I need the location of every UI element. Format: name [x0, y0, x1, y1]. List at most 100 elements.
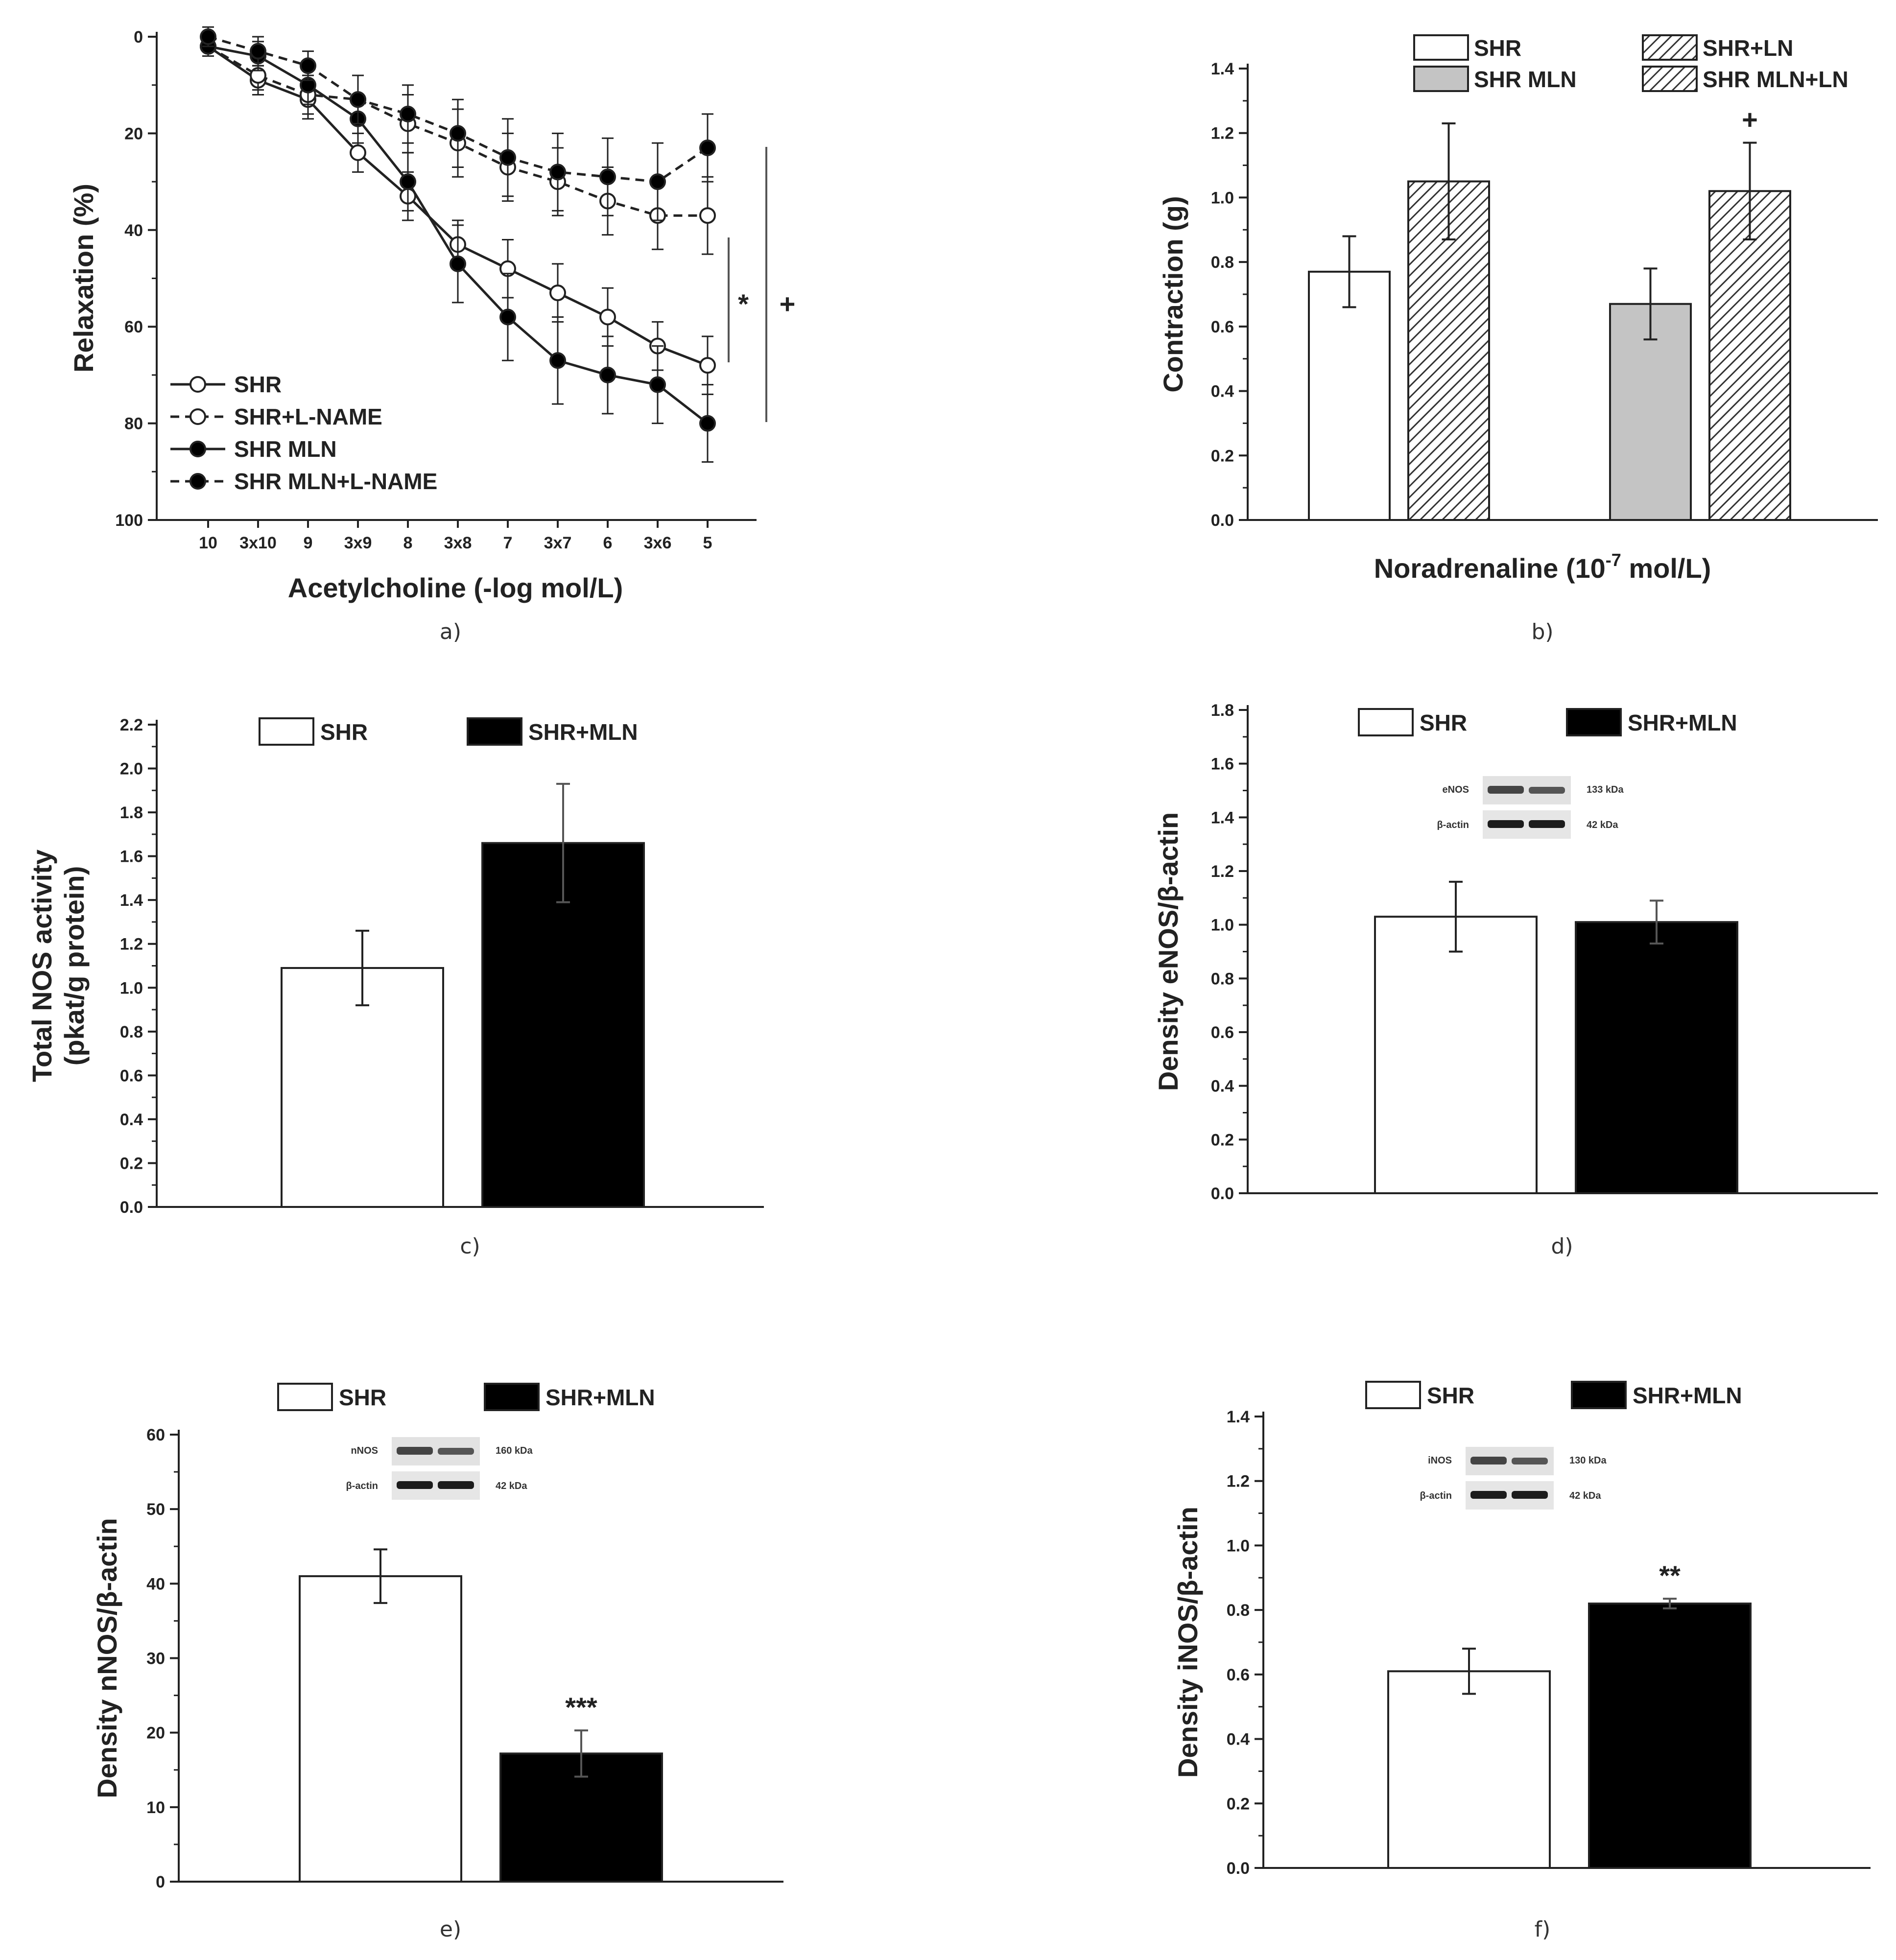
- y-tick-label: 1.2: [1211, 124, 1234, 143]
- y-tick-label: 40: [146, 1575, 165, 1593]
- y-tick-label: 0.0: [1211, 1184, 1234, 1203]
- data-point-shr-mln-l-name: [499, 149, 516, 166]
- legend-label: SHR+MLN: [1633, 1383, 1742, 1408]
- bar-shr: [1387, 1670, 1551, 1869]
- y-tick-label: 1.8: [1211, 701, 1234, 720]
- data-point-shr-mln: [400, 173, 416, 190]
- blot-band: [438, 1448, 474, 1455]
- y-tick-label: 1.2: [1211, 862, 1234, 881]
- legend-swatch: [1571, 1381, 1627, 1409]
- y-tick-label: 1.8: [120, 803, 143, 822]
- y-tick-label: 1.4: [1211, 808, 1234, 827]
- legend-label: SHR MLN: [1474, 67, 1577, 92]
- legend-label: SHR+LN: [1703, 35, 1793, 61]
- x-axis-title: Noradrenaline (10-7 mol/L): [1374, 550, 1711, 584]
- x-tick-label: 3x9: [344, 534, 372, 552]
- y-tick-label: 0.6: [1211, 1023, 1234, 1042]
- panel-caption: b): [1531, 619, 1553, 644]
- blot-band: [1512, 1458, 1548, 1464]
- legend-swatch: [1642, 66, 1698, 92]
- blot-band: [1488, 820, 1524, 828]
- y-axis-title: Contraction (g): [1158, 196, 1188, 392]
- legend-label: SHR MLN+LN: [1703, 67, 1849, 92]
- y-tick-label: 0.2: [1211, 1131, 1234, 1149]
- bar-shr-mln-ln: [1708, 190, 1791, 521]
- data-point-shr-mln-l-name: [200, 28, 216, 45]
- legend-marker: [190, 441, 206, 457]
- legend-swatch: [1566, 708, 1622, 736]
- bar-shr-mln: [1575, 921, 1738, 1194]
- y-axis-title-line1: Total NOS activity: [26, 850, 57, 1082]
- y-tick-label: 1.4: [120, 891, 143, 910]
- legend-swatch: [259, 717, 314, 746]
- significance-label: **: [1659, 1560, 1681, 1591]
- y-tick-label: 2.2: [120, 716, 143, 734]
- y-tick-label: 0.0: [1211, 511, 1234, 530]
- y-tick-label: 20: [146, 1724, 165, 1743]
- legend-marker: [190, 376, 206, 393]
- blot-label-bottom: β-actin: [1437, 820, 1469, 830]
- blot-band: [1529, 787, 1565, 794]
- panel-caption: a): [440, 619, 461, 644]
- data-point-shr-mln-l-name: [649, 173, 666, 190]
- y-tick-label: 0.4: [1211, 382, 1234, 401]
- y-tick-label: 0.2: [1211, 447, 1234, 465]
- x-tick-label: 10: [199, 534, 217, 552]
- blot-kda-bottom: 42 kDa: [496, 1481, 527, 1491]
- y-tick-label: 0.8: [1227, 1601, 1250, 1620]
- y-tick-label: 100: [115, 511, 143, 530]
- y-tick-label: 2.0: [120, 760, 143, 779]
- y-tick-label: 0.2: [1227, 1795, 1250, 1813]
- legend-label: SHR MLN: [234, 436, 337, 462]
- data-point-shr: [549, 284, 566, 302]
- blot-band: [397, 1447, 433, 1455]
- y-tick-label: 0.0: [1227, 1859, 1250, 1878]
- y-tick-label: 1.0: [1227, 1536, 1250, 1555]
- significance-label: +: [1742, 104, 1758, 135]
- data-point-shr-mln: [450, 255, 466, 272]
- y-axis-title: Density nNOS/β-actin: [92, 1518, 122, 1798]
- bar-shr: [1308, 270, 1391, 521]
- legend-label: SHR: [1420, 710, 1467, 735]
- legend-swatch: [1413, 34, 1469, 61]
- y-axis-title: Density iNOS/β-actin: [1172, 1507, 1203, 1778]
- data-point-shr-mln-l-name: [400, 105, 416, 122]
- legend-marker: [190, 473, 206, 490]
- blot-kda-top: 160 kDa: [496, 1445, 533, 1456]
- y-tick-label: 0: [134, 28, 143, 47]
- y-tick-label: 30: [146, 1650, 165, 1668]
- y-axis-title-line2: (pkat/g protein): [59, 866, 90, 1066]
- panel-caption: c): [460, 1234, 480, 1259]
- x-tick-label: 5: [703, 534, 712, 552]
- panel-a-relaxation-chart: 0 20 40 60 80 100 10 3x10 9 3x9 8 3x8 7 3x7 6 3x6 5 SHR SH…: [68, 26, 795, 644]
- y-tick-label: 0.8: [120, 1023, 143, 1041]
- x-tick-label: 9: [304, 534, 313, 552]
- y-tick-label: 1.0: [120, 979, 143, 997]
- panel-c-nos-activity-chart: 0.0 0.2 0.4 0.6 0.8 1.0 1.2 1.4 1.6 1.8 2.0 2.2 Tota…: [26, 716, 764, 1259]
- legend-label: SHR+L-NAME: [234, 404, 382, 429]
- data-point-shr-mln: [649, 376, 666, 393]
- y-tick-label: 1.4: [1227, 1408, 1250, 1426]
- blot-kda-bottom: 42 kDa: [1587, 820, 1618, 830]
- panel-caption: e): [440, 1917, 461, 1942]
- y-tick-label: 10: [146, 1798, 165, 1817]
- y-tick-label: 0.2: [120, 1154, 143, 1173]
- y-tick-label: 60: [124, 318, 143, 336]
- significance-label: *: [738, 288, 749, 319]
- x-tick-label: 7: [503, 534, 513, 552]
- y-tick-label: 0.8: [1211, 969, 1234, 988]
- panel-f-inos-density-chart: 0.0 0.2 0.4 0.6 0.8 1.0 1.2 1.4 ** Density iNOS/β…: [1172, 1381, 1871, 1942]
- blot-label-bottom: β-actin: [1420, 1490, 1452, 1501]
- legend-swatch: [467, 717, 522, 746]
- x-tick-label: 3x7: [544, 534, 572, 552]
- y-tick-label: 1.0: [1211, 189, 1234, 207]
- legend-label: SHR: [234, 372, 282, 397]
- blot-band: [438, 1481, 474, 1489]
- blot-label-bottom: β-actin: [346, 1481, 378, 1491]
- x-tick-label: 3x10: [239, 534, 277, 552]
- significance-label: ***: [565, 1692, 597, 1723]
- legend-label: SHR: [1427, 1383, 1474, 1408]
- y-tick-label: 0.4: [1227, 1730, 1250, 1749]
- x-tick-label: 8: [403, 534, 413, 552]
